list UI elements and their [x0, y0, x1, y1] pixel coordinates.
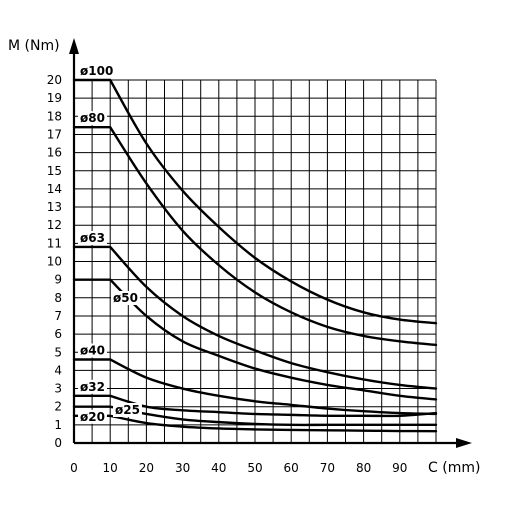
series-curve: [72, 358, 438, 416]
y-tick-label: 3: [54, 382, 62, 396]
x-tick-label: 90: [392, 461, 407, 475]
series-label-background: [78, 111, 107, 126]
series-label: ø32: [80, 380, 105, 394]
series-label: ø20: [80, 410, 105, 424]
y-axis-arrow: [69, 38, 79, 54]
series-curve: [72, 245, 438, 390]
y-tick-label: 18: [47, 109, 62, 123]
series-curve: [72, 278, 438, 401]
y-tick-label: 20: [47, 73, 62, 87]
y-tick-label: 11: [47, 236, 62, 250]
x-axis-title: C (mm): [428, 460, 480, 476]
series-label: ø25: [115, 403, 140, 417]
series-curve: [72, 414, 438, 433]
series-label-background: [111, 291, 140, 305]
y-tick-label: 17: [47, 127, 62, 141]
series-label-background: [78, 64, 116, 78]
y-tick-label: 4: [54, 363, 62, 377]
x-tick-label: 60: [284, 461, 299, 475]
y-tick-label: 0: [54, 436, 62, 450]
y-tick-label: 12: [47, 218, 62, 232]
x-tick-label: 30: [175, 461, 190, 475]
series-label-background: [113, 403, 142, 417]
series-label: ø80: [80, 111, 105, 125]
series-curve: [72, 78, 438, 325]
chart-curves: [72, 78, 438, 433]
y-tick-label: 9: [54, 273, 62, 287]
y-tick-label: 5: [54, 345, 62, 359]
series-label-background: [78, 343, 107, 358]
y-tick-label: 19: [47, 91, 62, 105]
y-tick-label: 8: [54, 291, 62, 305]
series-curve: [72, 405, 438, 427]
y-tick-label: 14: [47, 182, 62, 196]
y-tick-label: 15: [47, 164, 62, 178]
x-tick-label: 10: [103, 461, 118, 475]
series-label: ø100: [80, 64, 113, 78]
series-label-background: [78, 230, 107, 245]
y-tick-label: 16: [47, 146, 62, 160]
x-tick-label: 40: [211, 461, 226, 475]
y-tick-label: 1: [54, 418, 62, 432]
y-tick-label: 13: [47, 200, 62, 214]
y-tick-label: 10: [47, 255, 62, 269]
chart-grid: [74, 79, 437, 443]
y-tick-label: 6: [54, 327, 62, 341]
x-tick-label: 0: [70, 461, 78, 475]
series-label: ø40: [80, 344, 105, 358]
x-tick-label: 50: [247, 461, 262, 475]
series-label-background: [78, 379, 107, 394]
series-label-background: [78, 409, 107, 424]
series-label: ø50: [113, 291, 138, 305]
x-tick-label: 70: [320, 461, 335, 475]
series-curve: [72, 125, 438, 347]
x-tick-label: 20: [139, 461, 154, 475]
x-axis-arrow: [456, 438, 472, 448]
x-tick-label: 80: [356, 461, 371, 475]
series-label: ø63: [80, 231, 105, 245]
y-tick-label: 7: [54, 309, 62, 323]
y-tick-label: 2: [54, 400, 62, 414]
series-curve: [72, 394, 438, 418]
y-axis-title: M (Nm): [8, 38, 60, 54]
chart-series-labels: ø100 ø80 ø63 ø50 ø40 ø32 ø25 ø20: [78, 64, 142, 424]
